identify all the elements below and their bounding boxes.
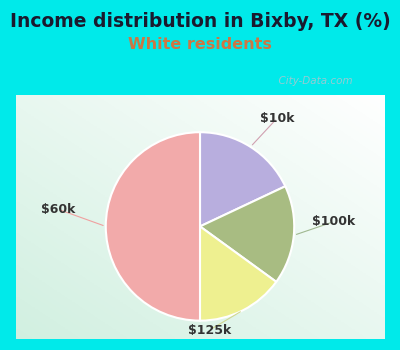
Text: $100k: $100k	[312, 215, 356, 228]
Text: City-Data.com: City-Data.com	[272, 76, 352, 85]
Text: White residents: White residents	[128, 37, 272, 52]
Wedge shape	[106, 132, 200, 321]
Wedge shape	[200, 132, 285, 226]
Text: Income distribution in Bixby, TX (%): Income distribution in Bixby, TX (%)	[10, 12, 390, 31]
Wedge shape	[200, 186, 294, 282]
Text: $10k: $10k	[260, 112, 294, 125]
Wedge shape	[200, 226, 276, 321]
Text: $125k: $125k	[188, 324, 231, 337]
Text: $60k: $60k	[42, 203, 76, 216]
